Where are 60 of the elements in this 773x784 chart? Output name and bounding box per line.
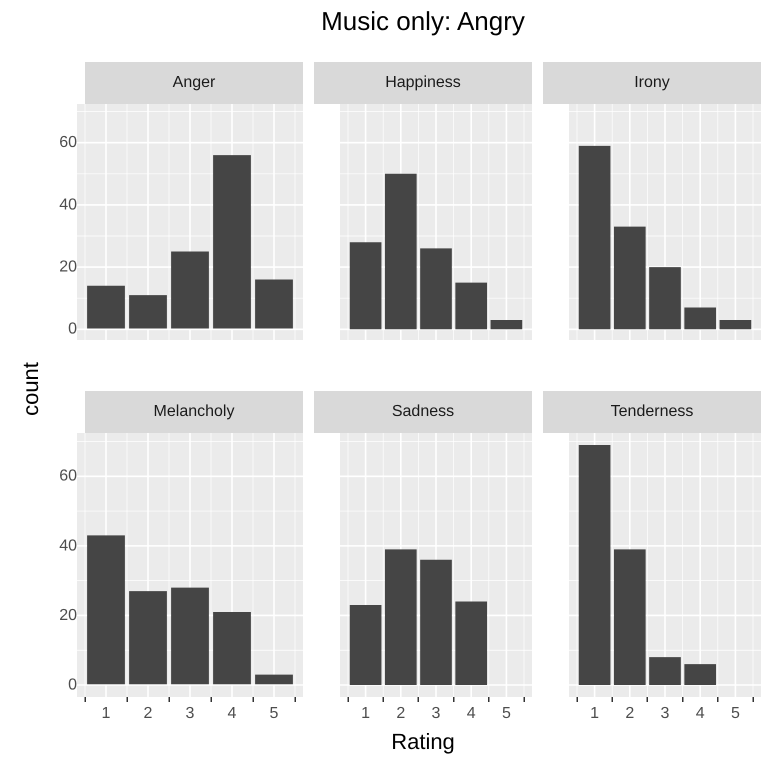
bar bbox=[384, 174, 417, 330]
chart-title: Happiness bbox=[314, 62, 532, 104]
chart-title: Sadness bbox=[314, 391, 532, 433]
chart-title: Melancholy bbox=[85, 391, 303, 433]
x-tick-label: 5 bbox=[502, 705, 511, 722]
bar bbox=[129, 591, 167, 684]
bar bbox=[255, 674, 293, 684]
bar bbox=[171, 588, 209, 684]
bar bbox=[350, 605, 382, 685]
x-tick-label: 4 bbox=[696, 705, 705, 722]
bar bbox=[384, 549, 417, 685]
bar bbox=[87, 535, 125, 684]
bar bbox=[129, 295, 167, 329]
bar bbox=[455, 602, 488, 685]
y-tick-label: 20 bbox=[59, 258, 78, 276]
bar bbox=[684, 308, 716, 330]
bar bbox=[720, 320, 752, 330]
x-tick-label: 2 bbox=[396, 705, 406, 722]
x-tick-label: 3 bbox=[186, 705, 195, 722]
bar bbox=[649, 267, 681, 330]
x-tick-label: 5 bbox=[270, 705, 279, 722]
text: Music only: Angry bbox=[320, 6, 526, 37]
bar bbox=[578, 445, 610, 685]
bar bbox=[171, 252, 209, 329]
x-axis-title: Rating bbox=[390, 729, 456, 755]
bar bbox=[213, 155, 251, 329]
chart-title: Irony bbox=[543, 62, 761, 104]
x-tick-label: 1 bbox=[590, 705, 600, 722]
y-tick-label: 0 bbox=[68, 676, 78, 694]
bar bbox=[87, 286, 125, 329]
y-tick-label: 60 bbox=[59, 468, 78, 485]
bar bbox=[420, 560, 452, 685]
x-tick-label: 5 bbox=[730, 705, 740, 722]
bar bbox=[684, 664, 716, 685]
y-axis-title: count bbox=[18, 361, 44, 418]
bar bbox=[420, 248, 452, 330]
x-tick-label: 4 bbox=[466, 705, 476, 722]
x-tick-label: 3 bbox=[432, 705, 441, 722]
y-tick-label: 60 bbox=[59, 134, 78, 152]
bar bbox=[614, 549, 646, 685]
chart-title: Tenderness bbox=[543, 391, 761, 433]
x-tick-label: 3 bbox=[660, 705, 670, 722]
y-tick-label: 0 bbox=[68, 320, 78, 338]
bar bbox=[578, 146, 610, 330]
x-tick-label: 2 bbox=[144, 705, 153, 722]
x-tick-label: 1 bbox=[361, 705, 370, 722]
bar bbox=[213, 612, 251, 684]
x-tick-label: 2 bbox=[625, 705, 634, 722]
bar bbox=[255, 280, 293, 329]
bar bbox=[614, 226, 646, 330]
y-tick-label: 40 bbox=[59, 196, 78, 214]
bar bbox=[490, 320, 522, 330]
x-tick-label: 1 bbox=[102, 705, 111, 722]
bar bbox=[455, 282, 488, 330]
chart-title: Anger bbox=[85, 62, 303, 104]
bar bbox=[350, 242, 382, 330]
y-tick-label: 20 bbox=[59, 606, 78, 624]
x-tick-label: 4 bbox=[228, 705, 237, 722]
y-tick-label: 40 bbox=[59, 537, 78, 554]
bar bbox=[649, 657, 681, 685]
